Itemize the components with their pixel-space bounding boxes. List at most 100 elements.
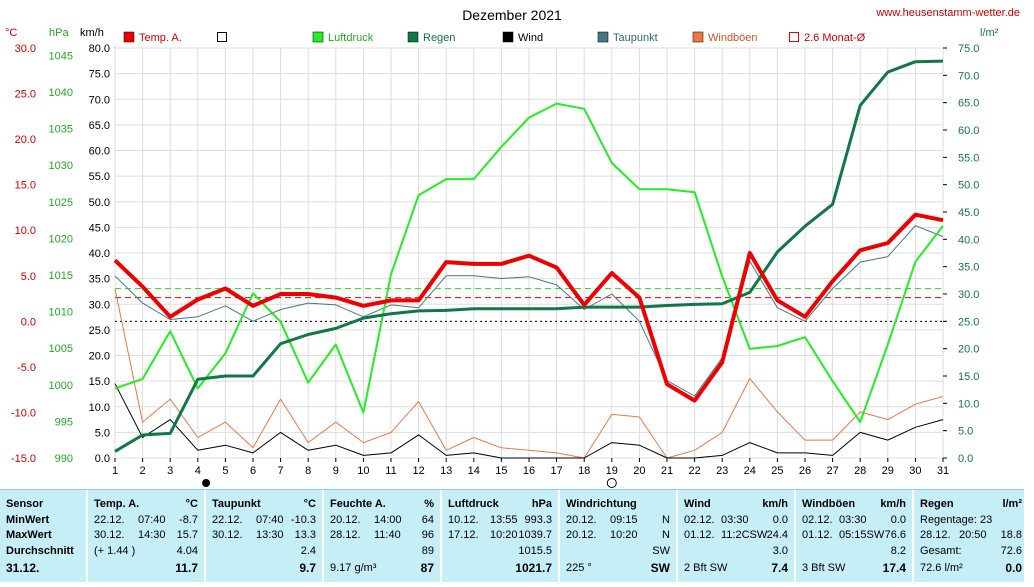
x-tick-label: 28 [854,465,866,477]
legend-swatch [312,31,324,43]
wind-tick-label: 0.0 [95,453,110,465]
x-tick-label: 4 [195,465,201,477]
wind-tick-label: 30.0 [89,299,110,311]
rain-max-date: 28.12. [920,529,951,541]
gust-min: 0.0 [890,514,906,526]
dew-avg: 2.4 [300,545,316,557]
rain-tick-label: 40.0 [958,234,979,246]
hum-min: 64 [421,514,434,526]
hum-today: 87 [420,561,434,575]
statistics-table: Sensor MinWert MaxWert Durchschnitt 31.1… [0,489,1024,582]
gust-max-date: 01.12. [802,529,833,541]
website-link[interactable]: www.heusenstamm-wetter.de [875,7,1020,19]
stats-col-dew: Taupunkt °C 22.12. 07:40 -10.3 30.12. 13:30 1… [206,490,324,582]
wind-tick-label: 70.0 [89,94,110,106]
stats-col-pressure: Luftdruck hPa 10.12. 13:55 993.3 17.12. 10:2… [442,490,560,582]
press-unit: hPa [531,498,552,510]
rain-tick-label: 65.0 [958,98,979,110]
wind-tick-label: 45.0 [89,222,110,234]
x-tick-label: 14 [468,465,480,477]
dew-max-time: 13:30 [256,529,284,541]
hum-max-time: 11:40 [374,529,401,541]
x-tick-label: 18 [578,465,590,477]
pressure-tick-label: 995 [55,416,73,428]
rain-tick-label: 10.0 [958,398,979,410]
rain-header: Regen [920,498,954,510]
row-label-max: MaxWert [6,529,52,541]
dew-header: Taupunkt [212,498,261,510]
wind-min: 0.0 [772,514,788,526]
x-tick-label: 31 [937,465,949,477]
legend-swatch-box [217,32,227,42]
pressure-axis-unit: hPa [49,27,69,39]
temp-avg: 4.04 [176,545,198,557]
temp-avg-note: (+ 1.44 ) [94,545,136,557]
wind-axis-unit: km/h [80,27,104,39]
dew-min-time: 07:40 [256,514,284,526]
wind-tick-label: 60.0 [89,146,110,158]
x-tick-label: 8 [305,465,311,477]
temp-min-date: 22.12. [94,514,125,526]
dew-max-date: 30.12. [212,529,243,541]
rain-today-note: 72.6 l/m² [920,562,963,574]
dir-avg: SW [652,545,670,557]
press-max-date: 17.12. [448,529,479,541]
marker-open-circle [606,478,617,488]
x-tick-label: 1 [112,465,118,477]
rain-tick-label: 45.0 [958,207,979,219]
dir-header: Windrichtung [566,498,637,510]
legend-swatch-box [789,32,799,42]
legend-swatch [502,31,514,43]
x-tick-label: 17 [550,465,562,477]
rain-tick-label: 5.0 [958,426,973,438]
rain-total: 72.6 [1000,545,1022,557]
chart-title: Dezember 2021 [462,7,562,23]
temp-axis-unit: °C [5,27,17,39]
temp-today: 11.7 [175,561,198,575]
legend-swatch [597,31,609,43]
temp-tick-label: 10.0 [15,225,36,237]
chart-grid [114,47,944,459]
x-tick-label: 23 [716,465,728,477]
wind-tick-label: 80.0 [89,43,110,55]
rain-max-time: 20:50 [959,529,987,541]
stats-col-sensor: Sensor MinWert MaxWert Durchschnitt 31.1… [0,490,88,582]
pressure-tick-label: 1005 [49,343,73,355]
dir-max: N [662,529,670,541]
temp-tick-label: 0.0 [21,316,36,328]
x-tick-label: 27 [826,465,838,477]
temp-min-time: 07:40 [138,514,166,526]
series-line-luftdruck [114,102,944,424]
hum-min-date: 20.12. [330,514,361,526]
x-tick-label: 30 [909,465,921,477]
sensor-header: Sensor [6,498,44,510]
wind-tick-label: 55.0 [89,171,110,183]
legend-label: Regen [423,32,455,44]
x-tick-label: 12 [412,465,424,477]
dir-max-time: 10:20 [610,529,638,541]
rain-max: 18.8 [1000,529,1022,541]
gust-avg: 8.2 [890,545,906,557]
dir-today: SW [650,561,670,575]
x-tick-label: 9 [333,465,339,477]
rain-days-label: Regentage: [920,514,977,526]
temp-max-time: 14:30 [138,529,166,541]
series-line-temp-a- [113,212,944,403]
row-label-today: 31.12. [6,561,40,575]
temp-tick-label: 25.0 [15,89,36,101]
gust-unit: km/h [880,498,906,510]
wind-tick-label: 35.0 [89,274,110,286]
rain-days: 23 [980,514,993,526]
gust-today-note: 3 Bft SW [802,562,846,574]
press-max: 1039.7 [518,529,552,541]
temp-tick-label: 15.0 [15,180,36,192]
x-tick-label: 15 [495,465,507,477]
wind-max-date: 01.12. [684,529,715,541]
rain-tick-label: 60.0 [958,125,979,137]
dir-max-date: 20.12. [566,529,597,541]
pressure-tick-label: 1000 [49,380,73,392]
gust-min-date: 02.12. [802,514,833,526]
rain-tick-label: 55.0 [958,152,979,164]
stats-col-humidity: Feuchte A.% 20.12. 14:00 64 28.12. 11:40 96 … [324,490,442,582]
wind-tick-label: 50.0 [89,197,110,209]
